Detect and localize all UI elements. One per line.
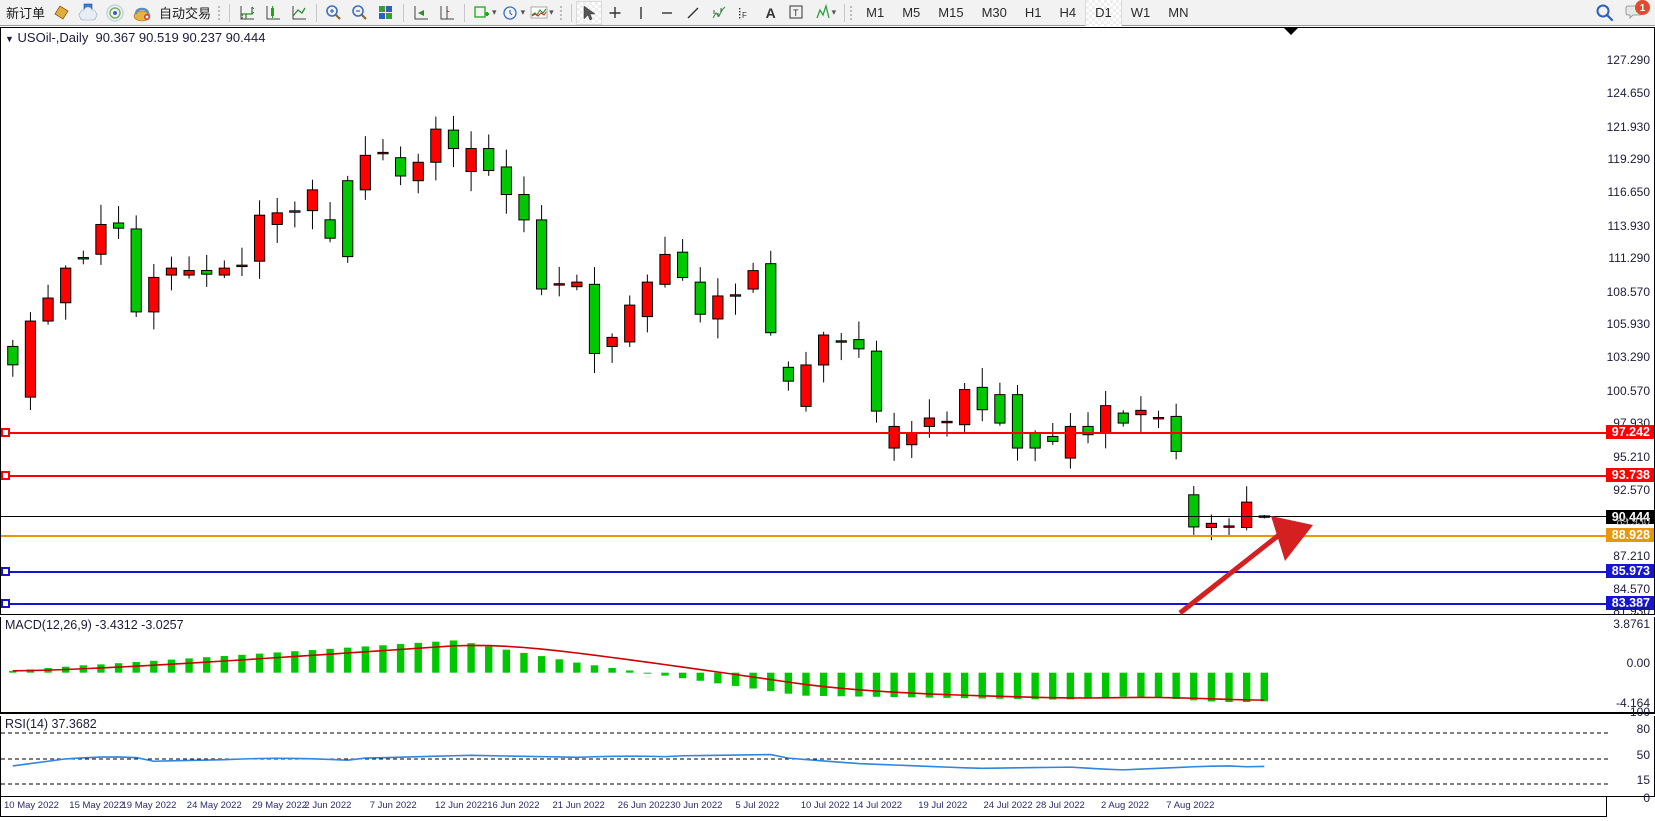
- svg-text:1: 1: [1640, 3, 1646, 14]
- svg-text:T: T: [793, 8, 799, 18]
- svg-text:F: F: [742, 11, 747, 20]
